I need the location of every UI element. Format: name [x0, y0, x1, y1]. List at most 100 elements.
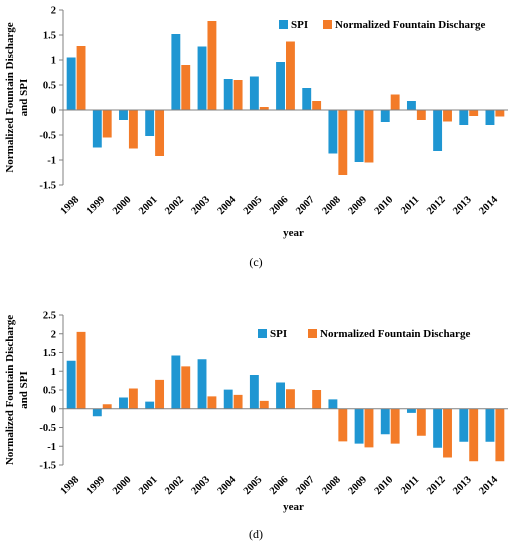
spi-bar: [92, 110, 102, 148]
x-tick-label: 2014: [477, 194, 500, 217]
x-tick-label: 2004: [216, 194, 239, 217]
spi-bar: [433, 408, 443, 448]
discharge-bar: [364, 110, 374, 163]
x-tick-label: 2001: [137, 474, 160, 497]
discharge-bar: [207, 21, 217, 110]
y-tick-label: 1: [51, 56, 56, 67]
spi-bar: [380, 110, 390, 122]
y-tick-label: 2: [51, 6, 56, 17]
y-tick-label: 2: [51, 329, 56, 340]
spi-bar: [66, 360, 76, 409]
discharge-bar: [286, 389, 295, 409]
discharge-bar: [76, 46, 86, 110]
x-tick-label: 1999: [85, 474, 108, 497]
x-tick-label: 2002: [163, 194, 186, 217]
discharge-bar: [233, 394, 243, 409]
spi-bar: [119, 397, 128, 409]
discharge-bar: [155, 379, 165, 409]
y-tick-label: 0.5: [43, 386, 56, 397]
discharge-bar: [469, 110, 479, 116]
x-tick-label: 2005: [242, 474, 265, 497]
x-tick-label: 2014: [477, 474, 500, 497]
x-tick-label: 2003: [189, 194, 212, 217]
panel-caption: (d): [249, 527, 263, 541]
discharge-bar: [338, 110, 348, 175]
x-tick-label: 2003: [189, 474, 212, 497]
legend-swatch-spi: [279, 20, 288, 29]
x-tick-label: 2004: [216, 474, 239, 497]
x-axis-title: year: [283, 501, 304, 513]
spi-bar: [406, 408, 416, 413]
y-tick-label: -1.5: [39, 461, 56, 472]
spi-bar: [276, 62, 285, 110]
spi-bar: [433, 110, 443, 151]
x-tick-label: 2013: [451, 194, 474, 217]
y-axis-title: Normalized Fountain Discharge: [4, 22, 16, 172]
spi-bar: [249, 76, 259, 110]
legend-label-spi: SPI: [291, 19, 308, 31]
discharge-bar: [495, 110, 505, 117]
discharge-bar: [102, 404, 112, 409]
discharge-bar: [443, 408, 452, 458]
spi-bar: [302, 88, 312, 110]
y-tick-label: -0.5: [39, 131, 56, 142]
legend-label-discharge: Normalized Fountain Discharge: [335, 19, 485, 31]
discharge-bar: [128, 388, 138, 409]
y-tick-label: -0.5: [39, 423, 56, 434]
x-tick-label: 2007: [294, 194, 317, 217]
x-tick-label: 1999: [85, 194, 108, 217]
y-tick-label: 0: [51, 106, 56, 117]
discharge-bar: [128, 110, 138, 149]
y-tick-label: 0: [51, 404, 56, 415]
y-tick-label: -1.5: [39, 181, 56, 192]
spi-bar: [145, 401, 155, 409]
x-tick-label: 2010: [373, 474, 396, 497]
spi-bar: [380, 408, 390, 435]
discharge-bar: [155, 110, 165, 156]
spi-bar: [92, 408, 102, 417]
x-tick-label: 2011: [399, 194, 421, 216]
x-tick-label: 2011: [399, 474, 421, 496]
spi-bar: [223, 389, 233, 409]
discharge-bar: [207, 396, 217, 409]
discharge-bar: [416, 408, 426, 436]
spi-bar: [223, 79, 233, 110]
discharge-bar: [443, 110, 452, 122]
y-tick-label: 1.5: [43, 31, 56, 42]
spi-bar: [66, 57, 76, 110]
discharge-bar: [233, 80, 243, 110]
x-tick-label: 2009: [347, 474, 370, 497]
discharge-bar: [102, 110, 112, 138]
spi-bar: [171, 34, 181, 110]
x-tick-label: 2008: [320, 194, 343, 217]
x-axis-title: year: [283, 227, 304, 239]
spi-bar: [485, 110, 495, 125]
discharge-bar: [181, 366, 191, 409]
discharge-bar: [390, 408, 400, 444]
x-tick-label: 2000: [111, 474, 134, 497]
x-tick-label: 2006: [268, 474, 291, 497]
x-tick-label: 2010: [373, 194, 396, 217]
spi-bar: [119, 110, 128, 120]
legend-label-discharge: Normalized Fountain Discharge: [320, 328, 470, 340]
x-tick-label: 2000: [111, 194, 134, 217]
discharge-bar: [259, 400, 269, 409]
spi-bar: [354, 110, 364, 162]
x-tick-label: 1998: [59, 194, 82, 217]
x-tick-label: 2009: [347, 194, 370, 217]
y-tick-label: 2.5: [43, 311, 56, 322]
spi-bar: [328, 399, 338, 409]
x-tick-label: 2012: [425, 474, 448, 497]
discharge-bar: [390, 94, 400, 110]
x-tick-label: 2007: [294, 474, 317, 497]
panel-caption: (c): [249, 255, 262, 269]
x-tick-label: 2012: [425, 194, 448, 217]
discharge-bar: [364, 408, 374, 448]
spi-bar: [249, 375, 259, 409]
spi-bar: [328, 110, 338, 154]
x-tick-label: 2006: [268, 194, 291, 217]
spi-bar: [171, 355, 181, 409]
y-axis-title-line2: and SPI: [18, 371, 30, 409]
